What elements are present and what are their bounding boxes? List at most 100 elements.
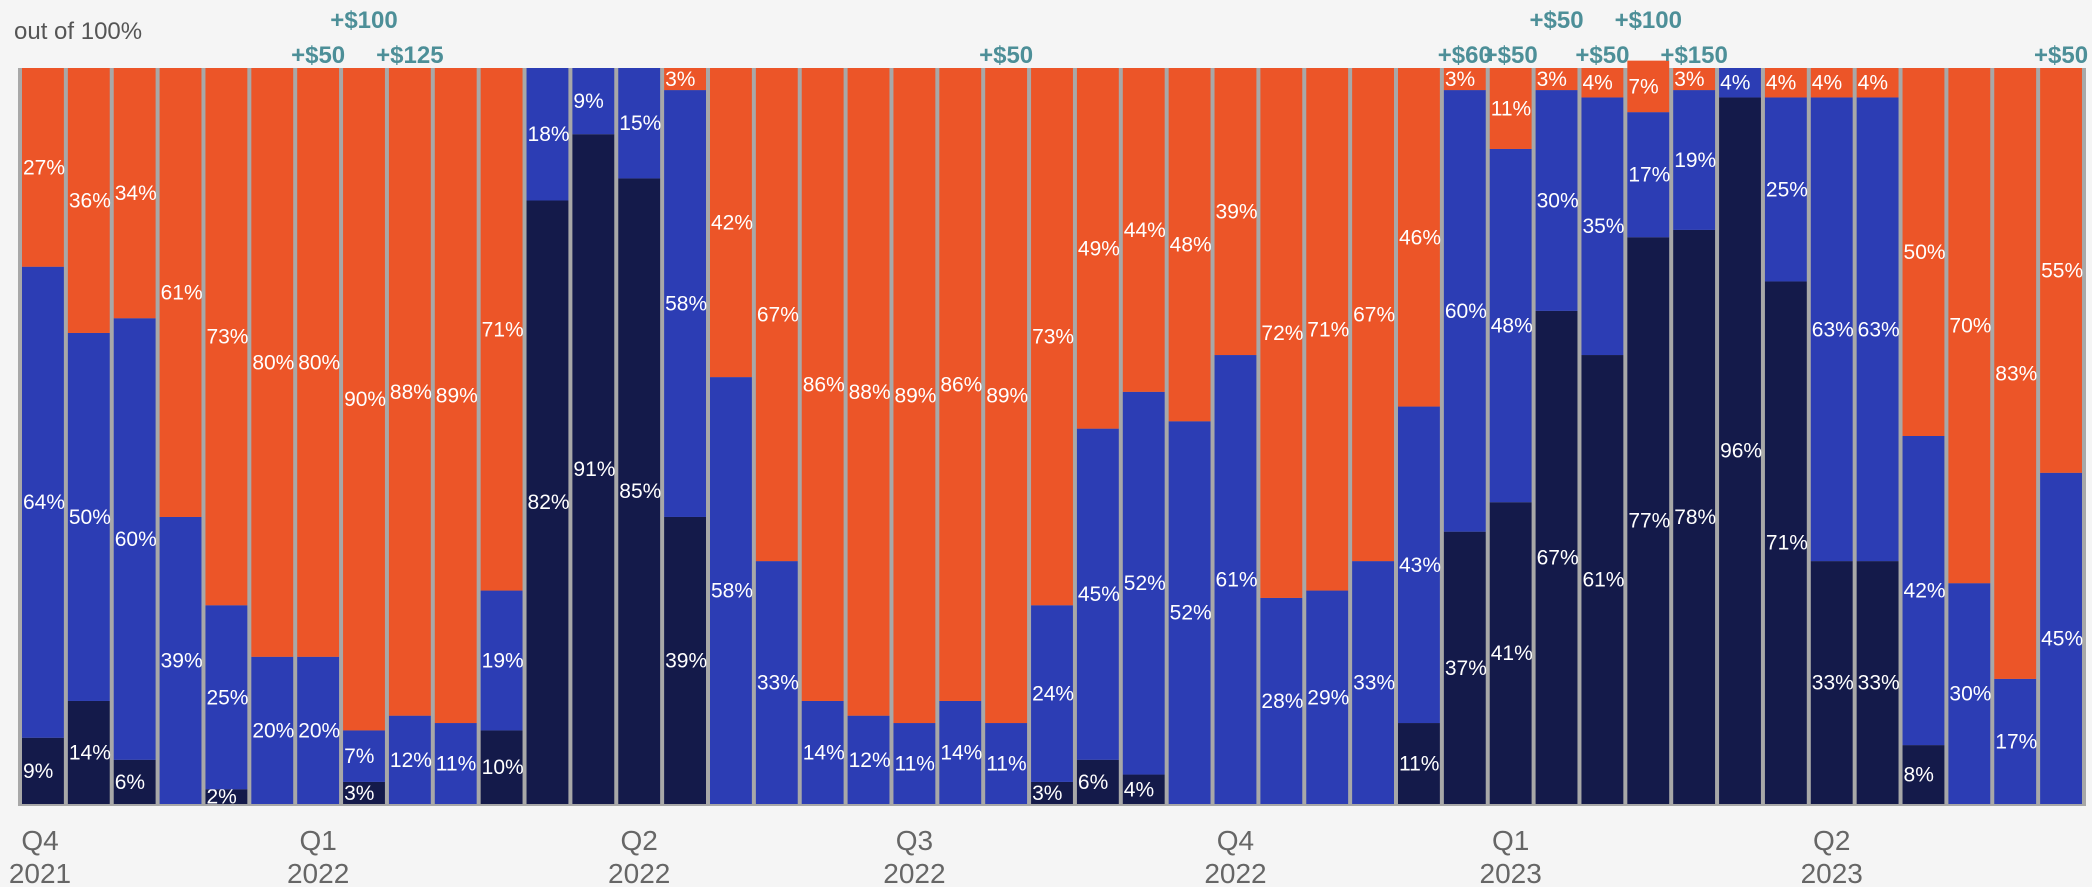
bar-segment-dark-7	[343, 781, 385, 804]
bar-segment-orange-19	[893, 68, 936, 724]
bar-segment-orange-23	[1076, 68, 1119, 429]
data-label-dark-7: 3%	[344, 782, 374, 805]
x-tick-quarter: Q1	[1492, 825, 1529, 856]
data-label-dark-33: 67%	[1537, 546, 1579, 569]
x-tick-quarter: Q2	[1813, 825, 1850, 856]
data-label-blue-29: 33%	[1353, 672, 1395, 695]
x-tick-quarter: Q1	[299, 825, 336, 856]
bar-segment-orange-34	[1581, 68, 1624, 98]
data-label-orange-4: 73%	[206, 326, 248, 349]
data-label-orange-40: 4%	[1858, 72, 1888, 95]
bar-segment-blue-3	[159, 516, 202, 804]
x-tick-year: 2021	[9, 858, 71, 887]
data-label-orange-8: 88%	[390, 381, 432, 404]
data-label-blue-32: 48%	[1491, 315, 1533, 338]
data-label-orange-31: 3%	[1445, 68, 1475, 91]
bar-segment-blue-40	[1856, 97, 1899, 562]
bar-segment-dark-4	[205, 789, 248, 804]
bar-segment-orange-43	[1994, 68, 2037, 679]
data-label-orange-38: 4%	[1766, 72, 1796, 95]
x-tick-year: 2022	[287, 858, 349, 887]
bar-segment-orange-26	[1214, 68, 1257, 356]
data-label-orange-24: 44%	[1124, 219, 1166, 242]
bar-segment-dark-13	[618, 178, 661, 804]
price-change-annotation: +$150	[1660, 42, 1727, 69]
data-label-blue-41: 42%	[1904, 580, 1946, 603]
bar-segment-blue-27	[1260, 597, 1303, 804]
x-tick-quarter: Q3	[896, 825, 933, 856]
bar-segment-blue-2	[113, 318, 156, 760]
data-label-orange-1: 36%	[69, 189, 111, 212]
data-label-orange-21: 89%	[986, 385, 1028, 408]
bar-segment-blue-15	[710, 377, 752, 804]
data-label-orange-28: 71%	[1307, 318, 1349, 341]
price-change-annotation: +$50	[1530, 7, 1584, 34]
data-label-orange-15: 42%	[711, 212, 753, 235]
bar-segment-orange-0	[22, 68, 64, 267]
price-change-annotation: +$50	[979, 42, 1033, 69]
data-label-blue-42: 30%	[1949, 683, 1991, 706]
data-label-dark-12: 91%	[573, 458, 615, 481]
x-tick-year: 2022	[608, 858, 670, 887]
bar-segment-blue-23	[1076, 428, 1119, 760]
x-tick-quarter: Q4	[21, 825, 58, 856]
bar-segment-blue-37	[1719, 68, 1761, 98]
bar-segment-blue-0	[22, 266, 64, 738]
data-label-orange-42: 70%	[1949, 315, 1991, 338]
data-label-orange-18: 88%	[849, 381, 891, 404]
data-label-orange-35: 7%	[1628, 75, 1658, 98]
data-label-dark-0: 9%	[23, 760, 53, 783]
bar-segment-dark-0	[22, 737, 64, 804]
x-tick-year: 2023	[1801, 858, 1863, 887]
bar-segment-blue-26	[1214, 355, 1257, 804]
bar-segment-dark-22	[1031, 781, 1073, 804]
bar-segment-orange-30	[1398, 68, 1440, 407]
data-label-blue-8: 12%	[390, 749, 432, 772]
data-label-blue-24: 52%	[1124, 572, 1166, 595]
data-label-orange-36: 3%	[1674, 68, 1704, 91]
bar-segment-blue-24	[1122, 391, 1165, 775]
bar-segment-blue-44	[2040, 472, 2082, 804]
data-label-blue-20: 14%	[940, 741, 982, 764]
data-label-orange-39: 4%	[1812, 72, 1842, 95]
bar-segment-blue-13	[618, 68, 661, 179]
data-label-blue-19: 11%	[894, 753, 934, 776]
price-change-annotation: +$100	[1615, 7, 1682, 34]
bar-segment-dark-12	[572, 134, 615, 805]
data-label-orange-30: 46%	[1399, 226, 1441, 249]
bar-segment-blue-43	[1994, 678, 2037, 804]
bar-segment-orange-41	[1902, 68, 1945, 436]
y-axis-caption: out of 100%	[14, 18, 143, 45]
bar-segment-orange-3	[159, 68, 202, 517]
bar-segment-dark-38	[1764, 281, 1807, 804]
bar-segment-dark-37	[1719, 97, 1761, 804]
bar-segment-dark-39	[1810, 561, 1853, 804]
bar-segment-orange-33	[1535, 68, 1578, 91]
data-label-orange-19: 89%	[894, 385, 936, 408]
data-label-orange-17: 86%	[803, 373, 845, 396]
bar-segment-orange-40	[1856, 68, 1899, 98]
bar-segment-orange-35	[1627, 60, 1670, 113]
bar-segment-blue-9	[434, 723, 477, 804]
data-label-orange-20: 86%	[940, 373, 982, 396]
bar-segment-orange-25	[1168, 68, 1211, 422]
price-change-annotation: +$50	[1575, 42, 1629, 69]
data-label-blue-21: 11%	[986, 753, 1026, 776]
data-label-blue-10: 19%	[482, 649, 524, 672]
bar-segment-dark-1	[67, 700, 110, 804]
data-label-orange-10: 71%	[482, 318, 524, 341]
bar-segment-orange-42	[1948, 68, 1991, 584]
bar-segment-blue-29	[1352, 561, 1394, 804]
price-change-annotation: +$50	[1484, 42, 1538, 69]
data-label-dark-24: 4%	[1124, 778, 1154, 801]
x-tick-year: 2022	[883, 858, 945, 887]
bar-segment-blue-5	[251, 656, 294, 804]
data-label-blue-26: 61%	[1216, 569, 1258, 592]
data-label-orange-41: 50%	[1904, 241, 1946, 264]
data-label-blue-36: 19%	[1674, 149, 1716, 172]
bar-segment-blue-36	[1673, 90, 1716, 230]
data-label-orange-25: 48%	[1170, 234, 1212, 257]
data-label-orange-43: 83%	[1995, 362, 2037, 385]
bar-segment-blue-38	[1764, 97, 1807, 282]
